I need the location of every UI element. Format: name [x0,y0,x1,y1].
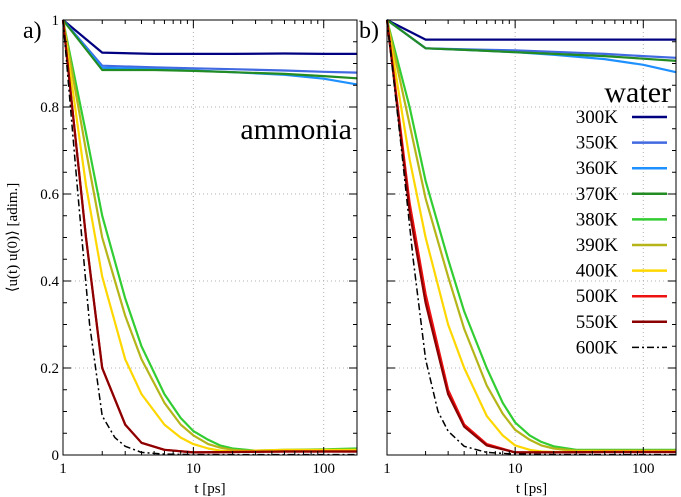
x-tick-label: 100 [312,461,335,477]
legend-label-500K: 500K [576,286,619,307]
panel-water: 1 10 100 b) water t [ps] 300K350K360K370K3… [359,18,677,497]
series-line-550K [61,19,357,454]
series-line-550K [385,19,676,454]
x-tick-label: 1 [59,461,67,477]
panel-label-b: b) [359,18,379,44]
series-line-370K [62,19,358,80]
y-tick-label: 0.8 [40,100,59,116]
series-line-600K [62,19,357,456]
series-line-380K [61,19,358,452]
y-axis-label: ⟨u(t) u(0)⟩ [adim.] [5,183,21,293]
x-axis-label-b: t [ps] [516,481,547,497]
legend-label-400K: 400K [576,261,619,282]
legend-label-600K: 600K [576,337,619,358]
annotation-water: water [604,76,671,109]
legend-label-360K: 360K [576,158,619,179]
legend-label-550K: 550K [576,312,619,333]
series-line-360K [386,19,677,74]
grid-b [387,20,676,455]
legend-label-350K: 350K [576,133,619,154]
series-line-300K [62,19,357,56]
grid-a [63,20,357,455]
annotation-ammonia: ammonia [240,113,352,146]
plot-frame-a [62,19,358,456]
ticks-b: 1 10 100 [383,19,676,477]
y-tick-label: 1 [52,13,60,29]
panel-label-a: a) [23,18,42,44]
panel-ammonia: 1 10 100 0 0.2 0.4 0.6 0.8 1 a) ammonia t [ps] ⟨… [5,13,358,497]
series-a [61,19,358,456]
y-tick-label: 0.2 [40,361,59,377]
series-line-350K [62,19,358,74]
series-b [385,19,677,456]
legend-label-370K: 370K [576,184,619,205]
y-tick-label: 0.4 [40,274,59,290]
series-line-370K [386,19,677,62]
x-tick-label: 100 [632,461,655,477]
y-tick-label: 0 [52,448,60,464]
x-tick-label: 10 [186,461,201,477]
x-tick-label: 10 [508,461,523,477]
x-axis-label-a: t [ps] [194,481,225,497]
series-line-400K [61,19,357,453]
legend-label-380K: 380K [576,209,619,230]
series-line-300K [386,19,676,41]
legend-label-300K: 300K [576,107,619,128]
y-tick-label: 0.6 [40,187,59,203]
legend-label-390K: 390K [576,235,619,256]
ticks-a: 1 10 100 0 0.2 0.4 0.6 0.8 1 [40,13,357,477]
x-tick-label: 1 [383,461,391,477]
legend: 300K 350K 360K 370K 380K 390K 400K 500K 550K 600K [576,107,667,358]
